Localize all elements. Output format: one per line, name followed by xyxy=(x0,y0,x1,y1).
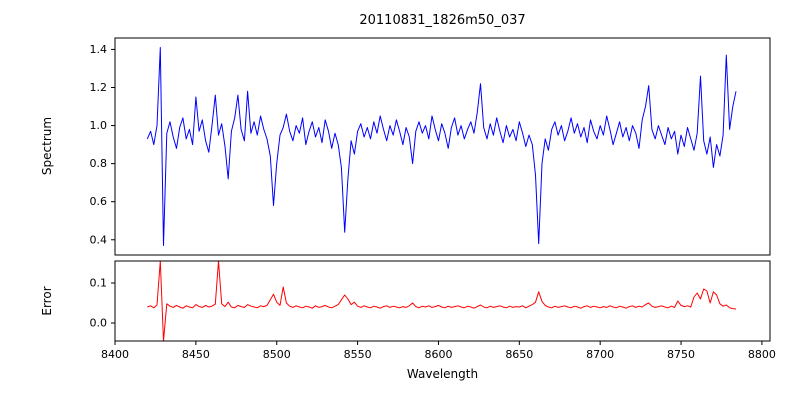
x-tick-label: 8600 xyxy=(424,348,452,361)
x-axis-label: Wavelength xyxy=(406,367,479,381)
y-tick-label: 0.1 xyxy=(90,277,108,290)
y-axis-label-error: Error xyxy=(40,286,54,316)
x-tick-label: 8750 xyxy=(667,348,695,361)
chart-title: 20110831_1826m50_037 xyxy=(359,13,526,28)
y-tick-label: 0.0 xyxy=(90,317,108,330)
spectrum-plot-border xyxy=(114,37,771,256)
error-line xyxy=(147,260,737,342)
x-tick-label: 8650 xyxy=(505,348,533,361)
y-tick-label: 1.4 xyxy=(90,43,108,56)
x-tick-label: 8800 xyxy=(748,348,776,361)
y-tick-label: 0.4 xyxy=(90,233,108,246)
x-tick-label: 8400 xyxy=(101,348,129,361)
error-plot-border xyxy=(114,260,771,342)
y-axis-label-spectrum: Spectrum xyxy=(40,116,54,176)
y-tick-label: 0.8 xyxy=(90,157,108,170)
y-tick-label: 1.0 xyxy=(90,119,108,132)
y-tick-label: 0.6 xyxy=(90,195,108,208)
x-tick-label: 8700 xyxy=(586,348,614,361)
x-tick-label: 8500 xyxy=(263,348,291,361)
y-tick-label: 1.2 xyxy=(90,81,108,94)
x-tick-label: 8550 xyxy=(344,348,372,361)
x-tick-label: 8450 xyxy=(182,348,210,361)
spectrum-line xyxy=(146,47,737,246)
